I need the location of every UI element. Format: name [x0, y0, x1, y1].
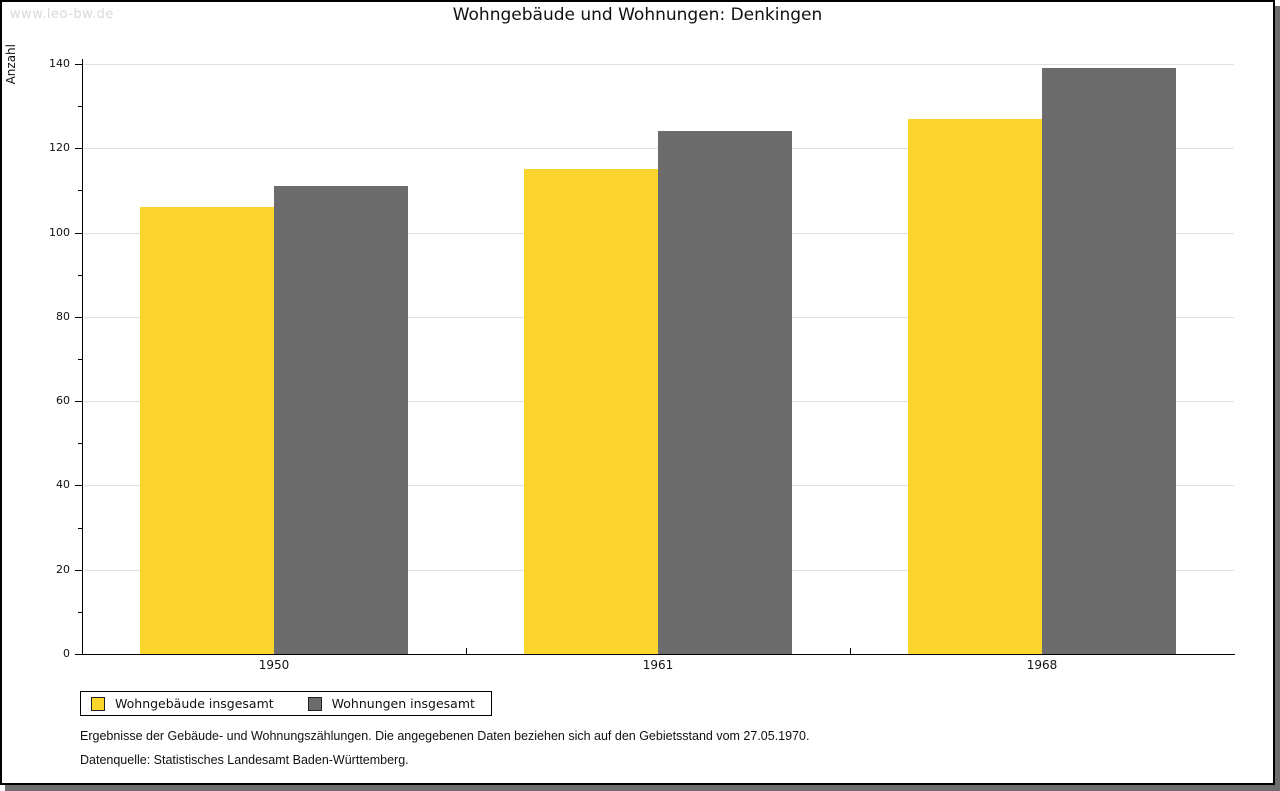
- legend-item: Wohngebäude insgesamt: [91, 696, 274, 711]
- watermark: www.leo-bw.de: [10, 7, 114, 22]
- legend-label: Wohngebäude insgesamt: [115, 696, 274, 711]
- x-category-label: 1968: [1026, 658, 1058, 672]
- y-minor-tick: [78, 443, 82, 444]
- bar-1968-series-1: [1042, 68, 1176, 654]
- bar-1961-series-1: [658, 131, 792, 654]
- y-tick-label: 100: [49, 226, 70, 239]
- bar-1950-series-1: [274, 186, 408, 654]
- y-tick: [75, 485, 82, 486]
- footnote-line-1: Ergebnisse der Gebäude- und Wohnungszähl…: [80, 729, 810, 743]
- y-tick: [75, 401, 82, 402]
- x-axis-line: [82, 654, 1235, 655]
- chart-title: Wohngebäude und Wohnungen: Denkingen: [452, 5, 823, 25]
- y-minor-tick: [78, 190, 82, 191]
- y-tick-label: 20: [56, 563, 70, 576]
- bar-1950-series-0: [140, 207, 274, 654]
- y-tick-label: 40: [56, 478, 70, 491]
- y-tick-label: 80: [56, 310, 70, 323]
- footnote-line-2: Datenquelle: Statistisches Landesamt Bad…: [80, 753, 409, 767]
- bar-1961-series-0: [524, 169, 658, 654]
- y-tick: [75, 570, 82, 571]
- y-tick-label: 140: [49, 57, 70, 70]
- x-boundary-tick: [850, 648, 851, 654]
- y-tick-label: 0: [63, 647, 70, 660]
- y-minor-tick: [78, 275, 82, 276]
- bar-1968-series-0: [908, 119, 1042, 654]
- x-category-label: 1961: [642, 658, 674, 672]
- legend-label: Wohnungen insgesamt: [331, 696, 475, 711]
- y-tick: [75, 317, 82, 318]
- legend-swatch-icon: [91, 696, 105, 711]
- y-axis-label: Anzahl: [4, 44, 18, 85]
- y-tick: [75, 64, 82, 65]
- y-tick: [75, 148, 82, 149]
- legend-swatch-icon: [307, 696, 322, 711]
- y-minor-tick: [78, 612, 82, 613]
- y-minor-tick: [78, 528, 82, 529]
- legend: Wohngebäude insgesamt Wohnungen insgesamt: [80, 691, 492, 716]
- y-minor-tick: [78, 106, 82, 107]
- x-boundary-tick: [466, 648, 467, 654]
- y-tick: [75, 233, 82, 234]
- y-tick: [75, 654, 82, 655]
- y-tick-label: 120: [49, 141, 70, 154]
- gridline: [82, 64, 1234, 65]
- legend-item: Wohnungen insgesamt: [307, 696, 475, 711]
- y-minor-tick: [78, 359, 82, 360]
- y-tick-label: 60: [56, 394, 70, 407]
- y-axis-line: [82, 59, 83, 654]
- x-category-label: 1950: [258, 658, 290, 672]
